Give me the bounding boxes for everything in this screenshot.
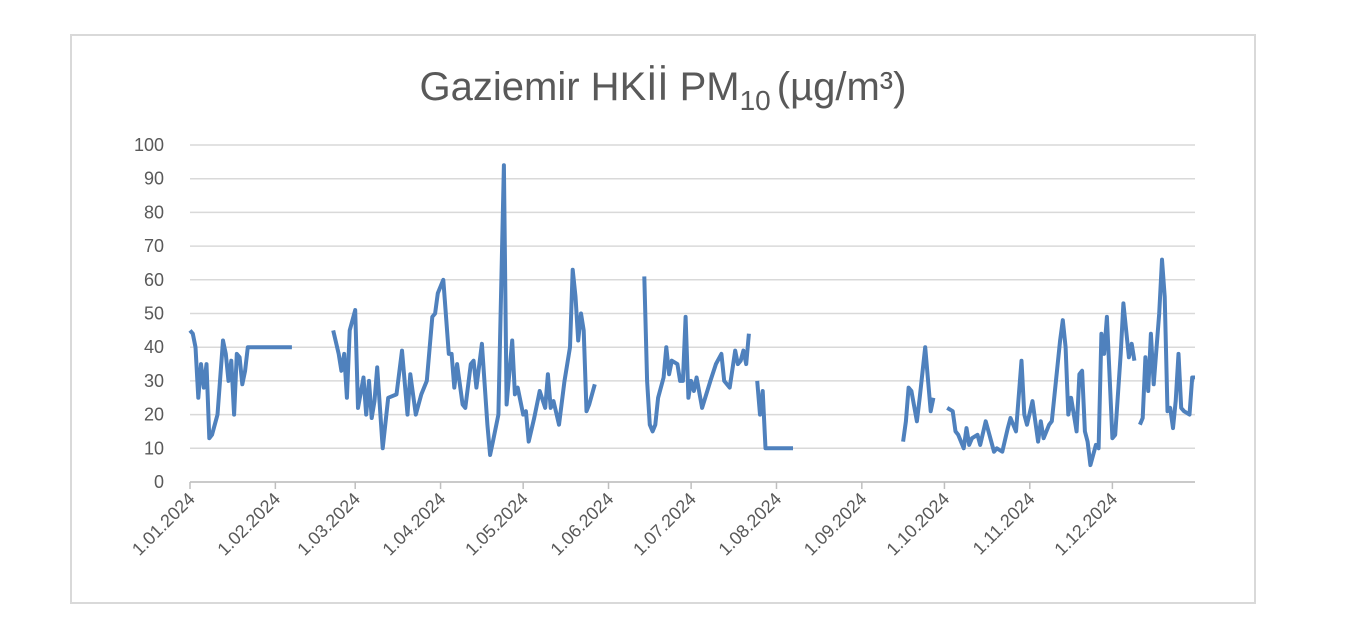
y-tick-label: 70 bbox=[144, 236, 164, 256]
title-text: Gaziemir HKİİ PM bbox=[420, 64, 740, 109]
y-tick-label: 0 bbox=[154, 472, 164, 492]
y-tick-label: 50 bbox=[144, 304, 164, 324]
data-line bbox=[188, 163, 1195, 468]
title-unit: (µg/m³) bbox=[777, 65, 907, 109]
y-tick-label: 90 bbox=[144, 169, 164, 189]
y-tick-label: 100 bbox=[134, 135, 164, 155]
y-tick-label: 40 bbox=[144, 337, 164, 357]
chart-title: Gaziemir HKİİ PM10 (µg/m³) bbox=[420, 64, 907, 116]
y-tick-label: 10 bbox=[144, 438, 164, 458]
chart-frame bbox=[70, 34, 1256, 604]
y-tick-label: 80 bbox=[144, 202, 164, 222]
title-subscript: 10 bbox=[740, 85, 771, 116]
y-tick-label: 20 bbox=[144, 405, 164, 425]
y-tick-label: 60 bbox=[144, 270, 164, 290]
y-tick-label: 30 bbox=[144, 371, 164, 391]
